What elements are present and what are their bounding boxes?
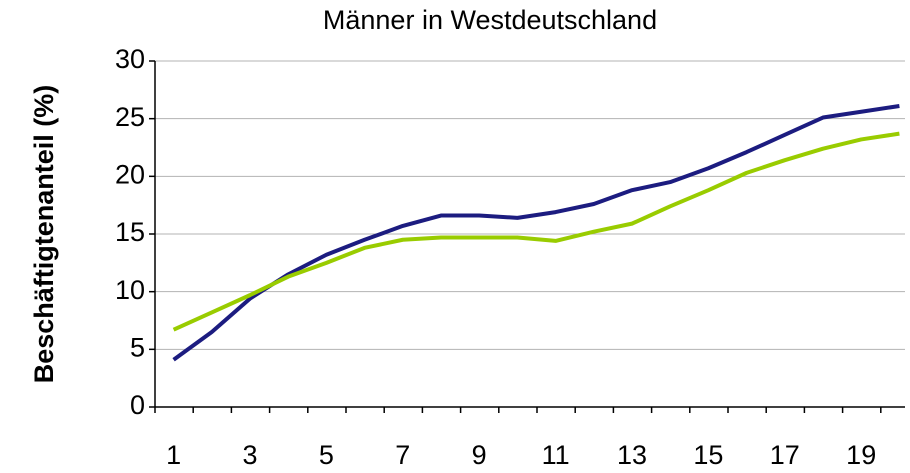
y-tick-label: 30	[115, 44, 145, 74]
y-axis-label: Beschäftigtenanteil (%)	[29, 85, 59, 384]
x-tick-label: 9	[472, 440, 487, 470]
x-tick-label: 11	[542, 440, 570, 470]
y-tick-label: 25	[115, 102, 145, 132]
x-tick-label: 3	[242, 440, 257, 470]
x-tick-label: 13	[617, 440, 647, 470]
y-tick-label: 20	[115, 159, 145, 189]
x-tick-label: 19	[846, 440, 876, 470]
x-tick-label: 15	[693, 440, 723, 470]
x-tick-label: 17	[770, 440, 800, 470]
y-tick-label: 5	[130, 332, 145, 362]
line-series	[172, 104, 900, 362]
y-tick-label: 15	[115, 217, 145, 247]
y-tick-label: 10	[115, 275, 145, 305]
line-series	[172, 131, 900, 332]
chart-title: Männer in Westdeutschland	[323, 5, 657, 35]
x-tick-label: 7	[395, 440, 410, 470]
x-tick-label: 1	[166, 440, 181, 470]
y-tick-label: 0	[130, 390, 145, 420]
x-tick-label: 5	[319, 440, 334, 470]
